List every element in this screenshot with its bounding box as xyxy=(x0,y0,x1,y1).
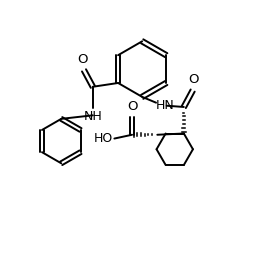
Text: O: O xyxy=(77,53,88,66)
Text: O: O xyxy=(189,73,199,86)
Text: NH: NH xyxy=(84,109,102,123)
Text: HN: HN xyxy=(156,99,175,112)
Text: HO: HO xyxy=(94,132,113,145)
Text: O: O xyxy=(127,100,137,112)
